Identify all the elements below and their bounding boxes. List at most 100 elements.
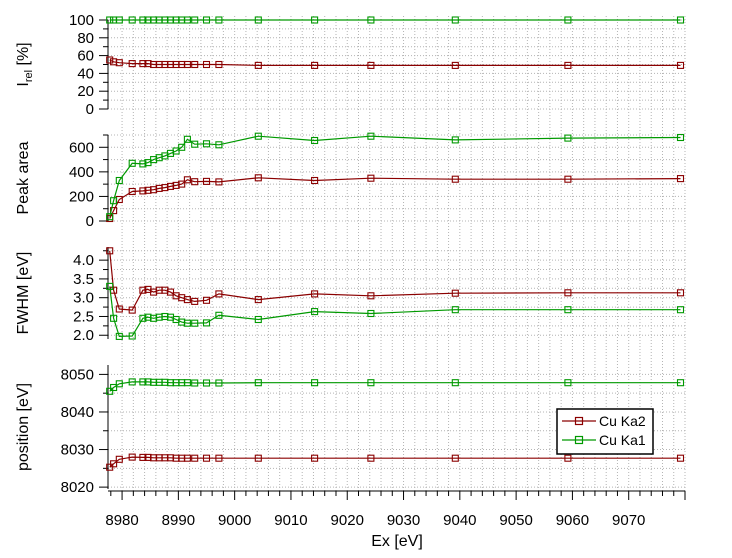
data-point-cu-ka1	[676, 133, 685, 142]
data-point-cu-ka1	[451, 16, 459, 24]
y-tick-label: 8020	[61, 479, 94, 496]
y-tick-label: 100	[69, 12, 94, 29]
data-point-cu-ka2	[128, 453, 136, 461]
data-point-cu-ka2	[451, 175, 459, 183]
data-point-cu-ka1	[183, 135, 191, 143]
data-point-cu-ka2	[166, 288, 175, 296]
data-point-cu-ka2	[202, 296, 211, 304]
data-point-cu-ka1	[564, 134, 572, 142]
x-tick-label: 9020	[331, 512, 364, 529]
data-point-cu-ka1	[254, 16, 262, 24]
data-point-cu-ka1	[676, 379, 685, 387]
y-axis-title: FWHM [eV]	[15, 252, 32, 335]
axes-layer: 8980 8990 9000 9010 9020 9030 9040 9050 9060 9070…	[15, 12, 686, 529]
data-point-cu-ka2	[367, 174, 375, 182]
data-point-cu-ka1	[215, 16, 223, 24]
data-point-cu-ka1	[367, 379, 375, 387]
data-point-cu-ka2	[106, 56, 114, 64]
data-point-cu-ka2	[311, 176, 319, 185]
data-point-cu-ka1	[139, 16, 147, 24]
x-axis-title: Ex [eV]	[371, 533, 423, 550]
legend: Cu Ka2 Cu Ka1	[556, 408, 654, 455]
data-point-cu-ka2	[139, 187, 147, 195]
data-point-cu-ka2	[183, 454, 191, 462]
data-point-cu-ka2	[311, 290, 319, 298]
data-point-cu-ka2	[115, 59, 123, 67]
data-point-cu-ka1	[106, 16, 114, 24]
data-point-cu-ka2	[115, 455, 123, 463]
data-point-cu-ka2	[128, 306, 136, 314]
x-tick-label: 8980	[105, 512, 138, 529]
data-point-cu-ka1	[367, 132, 375, 140]
data-point-cu-ka1	[110, 314, 118, 322]
data-point-cu-ka2	[139, 453, 147, 461]
data-point-cu-ka1	[254, 132, 262, 140]
y-tick-label: 20	[77, 83, 94, 100]
data-point-cu-ka2	[115, 305, 123, 313]
data-point-cu-ka2	[183, 60, 191, 69]
data-point-cu-ka2	[178, 180, 186, 188]
data-point-cu-ka2	[110, 460, 118, 468]
data-point-cu-ka1	[676, 16, 685, 24]
data-point-cu-ka1	[367, 309, 375, 318]
y-tick-label: 2.5	[73, 308, 94, 325]
legend-label-cu-ka2: Cu Ka2	[599, 413, 646, 429]
y-tick-label: 200	[69, 188, 94, 205]
legend-box	[556, 408, 654, 455]
data-point-cu-ka2	[367, 61, 375, 69]
data-point-cu-ka1	[178, 143, 186, 151]
data-point-cu-ka2	[564, 289, 572, 297]
y-axis-title-main: I	[15, 82, 32, 86]
legend-label-cu-ka1: Cu Ka1	[599, 432, 646, 448]
data-point-cu-ka1	[676, 306, 685, 314]
data-point-cu-ka2	[215, 178, 223, 186]
data-point-cu-ka2	[451, 454, 459, 462]
y-axis-title: Irel [%]	[15, 42, 35, 86]
data-point-cu-ka1	[172, 147, 180, 155]
data-point-cu-ka1	[311, 136, 319, 145]
data-point-cu-ka1	[451, 136, 459, 144]
data-point-cu-ka2	[191, 297, 199, 305]
y-tick-label: 0	[86, 101, 94, 118]
data-point-cu-ka2	[367, 292, 375, 300]
data-point-cu-ka2	[139, 60, 147, 68]
x-tick-label: 9050	[499, 512, 532, 529]
data-point-cu-ka2	[676, 175, 685, 183]
data-point-cu-ka2	[676, 289, 685, 297]
data-point-cu-ka1	[254, 315, 262, 324]
data-point-cu-ka2	[254, 61, 262, 69]
data-point-cu-ka1	[191, 379, 199, 387]
series-line-cu-ka1	[109, 381, 681, 392]
y-axis-title: Peak area	[15, 141, 32, 214]
y-tick-label: 8050	[61, 366, 94, 383]
data-point-cu-ka1	[191, 319, 199, 327]
data-point-cu-ka1	[215, 379, 223, 387]
data-point-cu-ka1	[191, 140, 199, 148]
data-point-cu-ka2	[311, 61, 319, 69]
data-point-cu-ka2	[128, 187, 136, 196]
data-point-cu-ka1	[106, 213, 114, 221]
data-point-cu-ka1	[115, 332, 123, 340]
data-point-cu-ka2	[106, 247, 114, 255]
data-point-cu-ka1	[110, 197, 118, 205]
y-tick-label: 4.0	[73, 252, 94, 269]
data-point-cu-ka1	[183, 16, 191, 24]
data-point-cu-ka1	[128, 159, 136, 167]
data-point-cu-ka2	[254, 296, 262, 304]
data-point-cu-ka2	[215, 290, 223, 298]
data-point-cu-ka2	[254, 454, 262, 462]
data-point-cu-ka2	[191, 60, 199, 69]
y-tick-label: 400	[69, 164, 94, 181]
series-line-cu-ka2	[109, 456, 681, 468]
data-point-cu-ka2	[451, 61, 459, 69]
data-point-cu-ka1	[564, 379, 572, 387]
y-tick-label: 80	[77, 30, 94, 47]
data-point-cu-ka1	[115, 16, 123, 24]
data-point-cu-ka1	[106, 387, 114, 395]
data-point-cu-ka1	[451, 306, 459, 314]
data-point-cu-ka2	[367, 454, 375, 462]
y-axis-title-subscript: rel	[23, 70, 35, 82]
y-axis-title: position [eV]	[15, 383, 32, 471]
data-point-cu-ka1	[311, 16, 319, 24]
x-tick-label: 8990	[162, 512, 195, 529]
